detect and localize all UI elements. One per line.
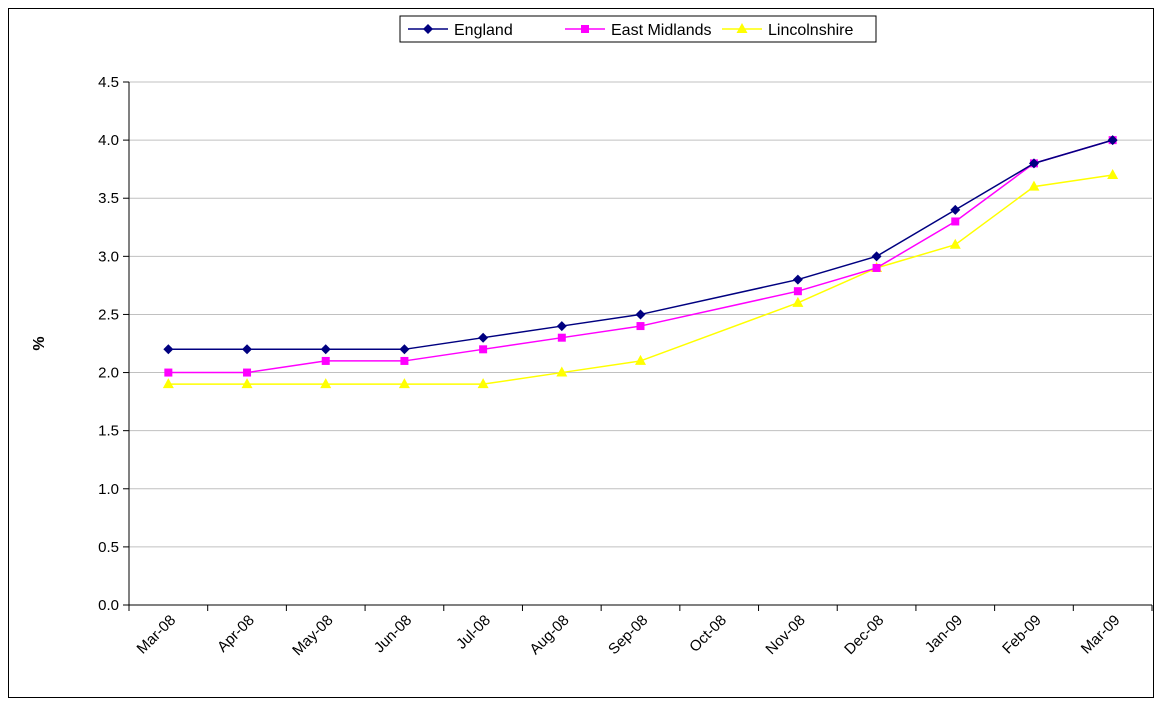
- data-point: [1107, 168, 1119, 179]
- legend-marker: [423, 24, 433, 34]
- y-tick-label: 4.5: [98, 74, 119, 91]
- data-point: [320, 378, 332, 389]
- series-lincolnshire: [162, 168, 1119, 389]
- y-tick-label: 1.5: [98, 423, 119, 440]
- axes: [128, 82, 1152, 606]
- legend-entry: England: [408, 22, 513, 39]
- y-tick-label: 3.5: [98, 190, 119, 207]
- legend: England East Midlands Lincolnshire: [399, 15, 877, 43]
- data-point: [793, 287, 802, 296]
- legend-box: [399, 15, 877, 43]
- data-point: [792, 296, 804, 307]
- data-point: [243, 368, 252, 377]
- data-point: [635, 354, 646, 365]
- y-tick-label: 2.5: [98, 306, 119, 323]
- legend-label: East Midlands: [611, 22, 712, 39]
- data-point: [399, 344, 410, 355]
- x-tick-label: Oct-08: [686, 612, 730, 656]
- x-tick-label: Feb-09: [999, 612, 1045, 658]
- series-line: [168, 174, 1113, 385]
- y-axis-title: %: [31, 336, 48, 350]
- x-tick-label: Sep-08: [605, 612, 651, 658]
- data-point: [320, 344, 331, 355]
- data-point: [479, 345, 488, 354]
- data-point: [163, 344, 174, 355]
- data-point: [949, 238, 961, 249]
- data-point: [872, 263, 881, 272]
- x-tick-label: Dec-08: [841, 612, 887, 658]
- gridlines: [129, 81, 1152, 548]
- y-tick-label: 2.0: [98, 365, 119, 382]
- legend-entry: East Midlands: [565, 22, 712, 39]
- legend-marker: [736, 23, 748, 33]
- legend-entry: Lincolnshire: [722, 22, 853, 39]
- y-tick-label: 0.5: [98, 539, 119, 556]
- data-point: [951, 217, 960, 226]
- data-point: [557, 333, 566, 342]
- data-point: [477, 378, 489, 389]
- y-tick-label: 1.0: [98, 481, 119, 498]
- data-point: [871, 251, 882, 262]
- series-line: [168, 139, 1113, 374]
- y-axis-ticks: 0.0 0.5 1.0 1.5 2.0 2.5 3.0 3.5 4.0 4.5: [98, 74, 129, 614]
- y-tick-label: 4.0: [98, 132, 119, 149]
- y-tick-label: 0.0: [98, 597, 119, 614]
- x-tick-label: May-08: [289, 612, 336, 659]
- data-point: [556, 321, 567, 332]
- data-point: [1028, 158, 1039, 169]
- data-point: [635, 309, 646, 320]
- series-england: [163, 135, 1118, 355]
- series-east-midlands: [164, 136, 1117, 377]
- x-tick-label: Jul-08: [453, 612, 494, 653]
- data-point: [400, 356, 409, 365]
- data-point: [242, 344, 253, 355]
- x-tick-label: Jun-08: [371, 612, 415, 656]
- x-tick-label: Mar-08: [134, 612, 180, 658]
- legend-marker: [581, 25, 589, 33]
- legend-label: England: [454, 22, 513, 39]
- data-point: [164, 368, 173, 377]
- data-point: [950, 204, 961, 215]
- data-point: [321, 356, 330, 365]
- y-tick-label: 3.0: [98, 248, 119, 265]
- data-point: [636, 322, 645, 331]
- legend-label: Lincolnshire: [768, 22, 853, 39]
- x-tick-label: Mar-09: [1078, 612, 1124, 658]
- data-point: [241, 378, 253, 389]
- x-tick-label: Jan-09: [922, 612, 966, 656]
- data-point: [556, 366, 568, 377]
- data-point: [398, 378, 410, 389]
- series-group: [162, 135, 1119, 389]
- x-tick-label: Apr-08: [214, 612, 258, 656]
- x-tick-label: Nov-08: [762, 612, 808, 658]
- data-point: [792, 274, 803, 285]
- data-point: [478, 332, 489, 343]
- series-line: [168, 139, 1113, 351]
- chart-area: [8, 8, 1154, 698]
- data-point: [1107, 135, 1118, 146]
- data-point: [1028, 180, 1040, 191]
- data-point: [162, 378, 174, 389]
- x-axis-ticks: Mar-08 Apr-08 May-08 Jun-08 Jul-08 Aug-08 Sep-…: [128, 605, 1153, 659]
- x-tick-label: Aug-08: [526, 612, 572, 658]
